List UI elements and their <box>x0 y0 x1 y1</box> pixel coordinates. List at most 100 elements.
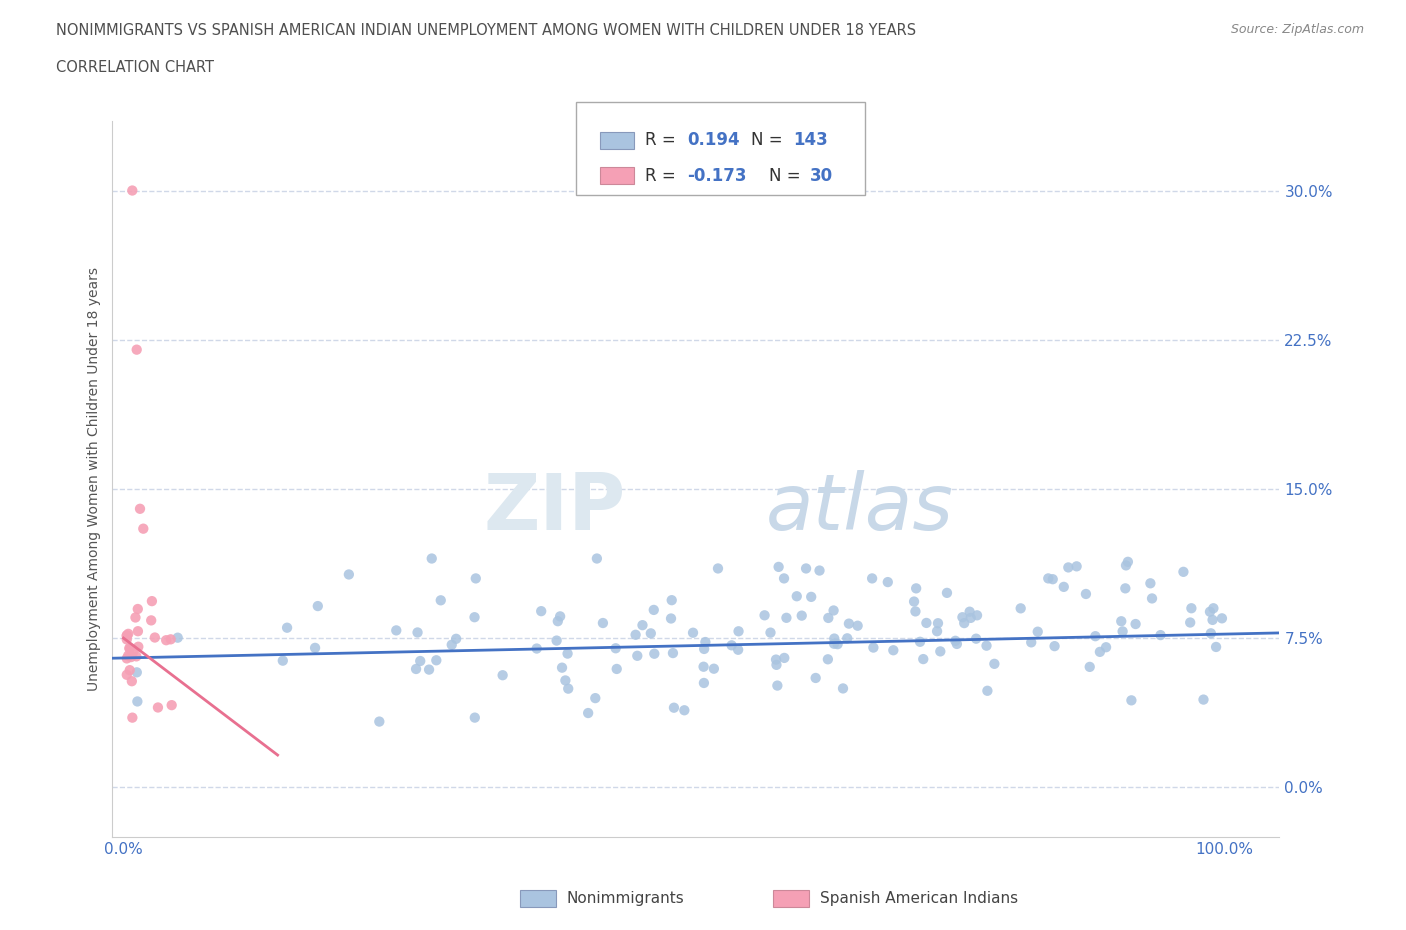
Point <box>304 641 326 656</box>
Point <box>551 660 574 675</box>
Text: R =: R = <box>645 131 682 150</box>
Point <box>936 585 959 600</box>
Point <box>1202 601 1225 616</box>
Point <box>1095 640 1118 655</box>
Point <box>876 575 898 590</box>
Point <box>557 681 579 696</box>
Point <box>155 632 177 647</box>
Point <box>765 658 787 672</box>
Point <box>307 599 329 614</box>
Point <box>592 616 614 631</box>
Point <box>1116 554 1139 569</box>
Point <box>838 617 860 631</box>
Point <box>912 652 935 667</box>
Text: N =: N = <box>751 131 787 150</box>
Point <box>823 631 845 646</box>
Point <box>115 628 138 643</box>
Point <box>146 700 169 715</box>
Point <box>159 631 181 646</box>
Point <box>1066 559 1088 574</box>
Point <box>846 618 869 633</box>
Point <box>976 684 998 698</box>
Text: R =: R = <box>645 166 682 184</box>
Text: Spanish American Indians: Spanish American Indians <box>820 891 1018 906</box>
Point <box>125 342 148 357</box>
Point <box>606 661 628 676</box>
Point <box>720 638 742 653</box>
Point <box>817 610 839 625</box>
Point <box>1180 615 1202 630</box>
Text: CORRELATION CHART: CORRELATION CHART <box>56 60 214 75</box>
Point <box>946 636 969 651</box>
Point <box>121 673 143 688</box>
Point <box>1125 617 1147 631</box>
Text: Nonimmigrants: Nonimmigrants <box>567 891 685 906</box>
Point <box>1053 579 1076 594</box>
Point <box>125 665 148 680</box>
Point <box>837 631 859 645</box>
Point <box>118 641 141 656</box>
Point <box>115 668 138 683</box>
Point <box>823 603 845 618</box>
Point <box>624 628 647 643</box>
Point <box>271 653 294 668</box>
Point <box>1010 601 1032 616</box>
Point <box>983 657 1005 671</box>
Point <box>775 610 797 625</box>
Point <box>125 649 148 664</box>
Point <box>976 638 998 653</box>
Text: -0.173: -0.173 <box>688 166 747 184</box>
Point <box>727 624 749 639</box>
Point <box>903 594 925 609</box>
Point <box>754 608 776 623</box>
Point <box>1111 624 1133 639</box>
Point <box>418 662 440 677</box>
Point <box>904 604 927 618</box>
Point <box>765 652 787 667</box>
Point <box>766 678 789 693</box>
Point <box>908 634 931 649</box>
Point <box>141 613 163 628</box>
Point <box>127 602 149 617</box>
Point <box>1149 628 1171 643</box>
Point <box>959 604 981 619</box>
Point <box>692 659 714 674</box>
Point <box>118 663 141 678</box>
Point <box>1121 693 1143 708</box>
Point <box>1199 604 1222 619</box>
Point <box>631 618 654 632</box>
Point <box>276 620 298 635</box>
Point <box>530 604 553 618</box>
Point <box>929 644 952 658</box>
Point <box>1074 587 1097 602</box>
Point <box>547 614 569 629</box>
Point <box>121 183 143 198</box>
Point <box>1084 629 1107 644</box>
Point <box>966 608 988 623</box>
Point <box>117 627 139 642</box>
Point <box>1043 639 1066 654</box>
Point <box>790 608 813 623</box>
Point <box>429 592 451 607</box>
Point <box>1109 614 1132 629</box>
Point <box>127 639 149 654</box>
Point <box>1180 601 1202 616</box>
Point <box>120 650 142 665</box>
Point <box>800 590 823 604</box>
Point <box>1192 692 1215 707</box>
Point <box>557 646 579 661</box>
Point <box>444 631 467 646</box>
Point <box>1026 624 1049 639</box>
Point <box>860 571 883 586</box>
Y-axis label: Unemployment Among Women with Children Under 18 years: Unemployment Among Women with Children U… <box>87 267 101 691</box>
Point <box>659 611 682 626</box>
Point <box>943 633 966 648</box>
Point <box>640 626 662 641</box>
Point <box>115 651 138 666</box>
Point <box>827 637 849 652</box>
Point <box>1205 640 1227 655</box>
Point <box>425 653 447 668</box>
Point <box>368 714 391 729</box>
Point <box>124 610 146 625</box>
Point <box>1057 560 1080 575</box>
